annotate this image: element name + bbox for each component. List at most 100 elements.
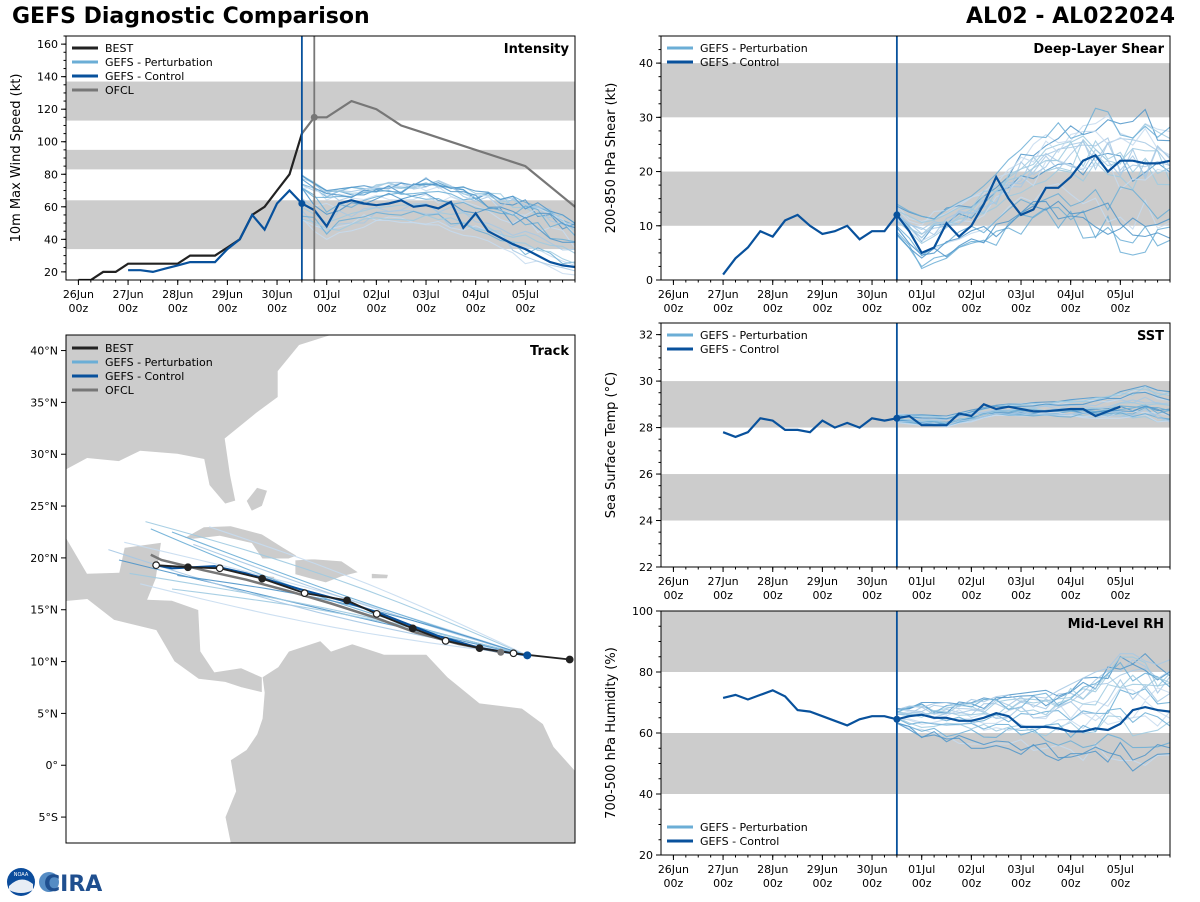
perturbation-member-line: [896, 127, 1170, 226]
best-track-point: [215, 564, 224, 573]
y-tick-label: 60: [639, 727, 653, 740]
x-tick-label-hour: 00z: [713, 589, 733, 602]
shade-band: [661, 611, 1170, 672]
x-tick-label-date: 30Jun: [856, 288, 887, 301]
x-tick-label-date: 30Jun: [856, 575, 887, 588]
y-tick-label: 80: [44, 168, 58, 181]
x-tick-label-date: 26Jun: [658, 288, 689, 301]
perturbation-member-line: [896, 653, 1170, 711]
perturbation-track: [193, 543, 528, 656]
noaa-seal-text: NOAA: [14, 872, 29, 878]
y-tick-label: 26: [639, 468, 653, 481]
x-tick-label-date: 03Jul: [1007, 288, 1034, 301]
best-track-point: [408, 624, 417, 633]
y-tick-label: 20: [639, 166, 653, 179]
x-tick-label-hour: 00z: [1011, 589, 1031, 602]
x-tick-label-date: 04Jul: [1057, 575, 1084, 588]
x-tick-label-date: 29Jun: [807, 288, 838, 301]
lat-tick-label: 30°N: [30, 448, 58, 461]
y-tick-label: 20: [44, 266, 58, 279]
panel-track: 40°N 35°N 30°N 25°N 20°N 15°N 10°N 5°N 0° 5°S Trac…: [30, 334, 576, 844]
lat-tick-label: 10°N: [30, 656, 58, 669]
y-axis-label: 10m Max Wind Speed (kt): [9, 74, 24, 243]
x-tick-label-hour: 00z: [664, 302, 684, 315]
perturbation-member-line: [896, 200, 1170, 256]
best-track-point: [565, 655, 574, 664]
y-tick-label: 100: [632, 605, 653, 618]
legend-label: BEST: [105, 42, 133, 55]
perturbation-member-line: [896, 391, 1170, 420]
x-tick-label-hour: 00z: [763, 589, 783, 602]
x-tick-label-date: 02Jul: [958, 575, 985, 588]
x-tick-label-date: 02Jul: [958, 863, 985, 876]
x-tick-label-date: 30Jun: [856, 863, 887, 876]
y-tick-label: 80: [639, 666, 653, 679]
perturbation-member-line: [896, 707, 1170, 739]
lat-tick-label: 40°N: [30, 345, 58, 358]
lat-tick-label: 5°S: [39, 811, 58, 824]
x-tick-label-date: 29Jun: [212, 288, 243, 301]
legend-label: GEFS - Control: [700, 56, 779, 69]
legend-label: GEFS - Control: [700, 835, 779, 848]
panel-title: SST: [1137, 329, 1164, 344]
shade-band: [661, 63, 1170, 118]
perturbation-member-line: [896, 678, 1170, 720]
best-track-point: [184, 563, 192, 572]
shade-band: [66, 81, 575, 121]
x-tick-label-hour: 00z: [812, 877, 832, 890]
x-tick-label-hour: 00z: [1110, 302, 1130, 315]
x-tick-label-hour: 00z: [713, 302, 733, 315]
best-track-point: [343, 596, 351, 605]
perturbation-member-line: [301, 178, 575, 229]
globe-icon: [39, 872, 59, 892]
perturbation-member-line: [896, 661, 1170, 714]
x-tick-label-hour: 00z: [1110, 877, 1130, 890]
y-axis-label: Sea Surface Temp (°C): [604, 372, 619, 519]
x-tick-label-hour: 00z: [961, 302, 981, 315]
perturbation-member-line: [896, 107, 1170, 220]
x-tick-label-date: 03Jul: [1007, 575, 1034, 588]
plot-area: [661, 63, 1170, 276]
perturbation-member-line: [896, 123, 1170, 224]
perturbation-member-line: [301, 210, 575, 272]
perturbation-member-line: [896, 114, 1170, 222]
x-tick-label-date: 26Jun: [658, 863, 689, 876]
panel-shear: 01020304026Jun00z27Jun00z28Jun00z29Jun00…: [604, 35, 1171, 315]
perturbation-member-line: [301, 214, 575, 266]
bahamas-land: [245, 486, 269, 512]
best-track-point: [152, 561, 161, 570]
perturbation-member-line: [896, 200, 1170, 259]
panel-intensity: 2040608010012014016026Jun00z27Jun00z28Ju…: [9, 35, 576, 315]
x-tick-label-hour: 00z: [1061, 589, 1081, 602]
x-tick-label-hour: 00z: [862, 877, 882, 890]
x-tick-label-hour: 00z: [515, 302, 535, 315]
perturbation-member-line: [896, 688, 1170, 724]
best-track: [156, 564, 570, 661]
x-tick-label-date: 05Jul: [1107, 575, 1134, 588]
shade-band: [661, 474, 1170, 521]
figure-title: GEFS Diagnostic Comparison: [12, 4, 370, 29]
x-tick-label-hour: 00z: [217, 302, 237, 315]
x-tick-label-hour: 00z: [267, 302, 287, 315]
perturbation-track: [124, 541, 528, 656]
lat-tick-label: 35°N: [30, 396, 58, 409]
legend-label: GEFS - Perturbation: [105, 56, 213, 69]
best-track-point: [258, 574, 267, 583]
x-tick-label-hour: 00z: [812, 302, 832, 315]
y-tick-label: 100: [37, 136, 58, 149]
plot-area: [66, 81, 575, 280]
x-tick-label-hour: 00z: [317, 302, 337, 315]
x-tick-label-hour: 00z: [961, 877, 981, 890]
panel-sst: 22242628303226Jun00z27Jun00z28Jun00z29Ju…: [604, 322, 1171, 602]
x-tick-label-hour: 00z: [366, 302, 386, 315]
legend-label: GEFS - Perturbation: [700, 42, 808, 55]
plot-area: [661, 381, 1170, 521]
perturbation-member-line: [301, 184, 575, 237]
x-tick-label-hour: 00z: [763, 877, 783, 890]
x-tick-label-hour: 00z: [862, 589, 882, 602]
best-line: [78, 133, 303, 280]
y-tick-label: 24: [639, 515, 653, 528]
y-tick-label: 40: [44, 233, 58, 246]
perturbation-member-line: [896, 656, 1170, 714]
